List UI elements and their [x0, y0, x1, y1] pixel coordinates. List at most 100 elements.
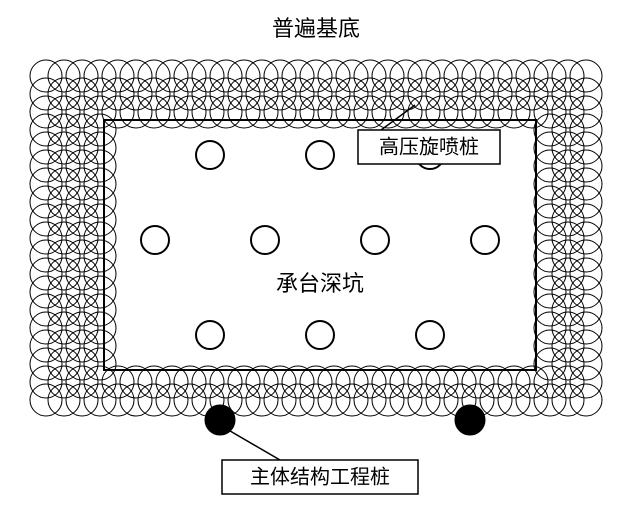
wall-circle — [534, 276, 566, 308]
wall-circle — [426, 384, 458, 416]
wall-circle — [228, 78, 260, 110]
wall-circle — [30, 276, 62, 308]
wall-circle — [156, 60, 188, 92]
wall-circle — [354, 384, 386, 416]
wall-circle — [30, 96, 62, 128]
wall-circle — [336, 60, 368, 92]
wall-circle — [66, 366, 98, 398]
wall-circle — [66, 330, 98, 362]
structural-pile — [196, 321, 224, 349]
wall-circle — [354, 60, 386, 92]
wall-circle — [48, 222, 80, 254]
wall-circle — [570, 330, 602, 362]
wall-circle — [570, 132, 602, 164]
wall-circle — [156, 96, 188, 128]
wall-circle — [30, 240, 62, 272]
wall-circle — [30, 222, 62, 254]
wall-circle — [30, 366, 62, 398]
wall-circle — [84, 348, 116, 380]
wall-circle — [48, 114, 80, 146]
wall-circle — [66, 114, 98, 146]
wall-circle — [48, 186, 80, 218]
wall-circle — [228, 60, 260, 92]
wall-circle — [30, 168, 62, 200]
wall-circle — [84, 276, 116, 308]
wall-circle — [84, 204, 116, 236]
wall-circle — [570, 150, 602, 182]
wall-circle — [372, 384, 404, 416]
wall-circle — [570, 222, 602, 254]
wall-circle — [228, 96, 260, 128]
wall-circle — [66, 384, 98, 416]
wall-circle — [30, 348, 62, 380]
wall-circle — [282, 96, 314, 128]
wall-circle — [552, 294, 584, 326]
wall-circle — [264, 384, 296, 416]
wall-circle — [552, 330, 584, 362]
wall-circle — [66, 150, 98, 182]
wall-circle — [102, 96, 134, 128]
structural-pile — [196, 141, 224, 169]
wall-circle — [534, 330, 566, 362]
structural-pile — [471, 226, 499, 254]
top-title: 普遍基底 — [272, 16, 360, 41]
wall-circle — [138, 96, 170, 128]
wall-circle — [552, 114, 584, 146]
wall-circle — [570, 168, 602, 200]
wall-circle — [372, 96, 404, 128]
wall-circle — [156, 78, 188, 110]
wall-circle — [318, 96, 350, 128]
wall-circle — [30, 186, 62, 218]
wall-circle — [66, 222, 98, 254]
wall-circle — [246, 60, 278, 92]
wall-circle — [498, 384, 530, 416]
wall-circle — [300, 78, 332, 110]
wall-circle — [48, 240, 80, 272]
wall-circle — [534, 312, 566, 344]
wall-circle — [336, 78, 368, 110]
wall-circle — [66, 132, 98, 164]
wall-circle — [570, 366, 602, 398]
wall-circle — [48, 78, 80, 110]
wall-circle — [48, 150, 80, 182]
wall-circle — [552, 96, 584, 128]
wall-circle — [30, 258, 62, 290]
wall-circle — [84, 294, 116, 326]
wall-circle — [570, 348, 602, 380]
main-structural-pile — [455, 405, 485, 435]
wall-circle — [210, 60, 242, 92]
wall-circle — [516, 384, 548, 416]
wall-circle — [570, 240, 602, 272]
wall-circle — [318, 78, 350, 110]
wall-circle — [534, 366, 566, 398]
wall-circle — [84, 114, 116, 146]
wall-circle — [534, 132, 566, 164]
wall-circle — [174, 384, 206, 416]
wall-circle — [372, 78, 404, 110]
wall-circle — [84, 240, 116, 272]
structural-pile — [306, 321, 334, 349]
wall-circle — [48, 258, 80, 290]
wall-circle — [552, 186, 584, 218]
wall-circle — [570, 276, 602, 308]
wall-circle — [372, 60, 404, 92]
wall-circle — [552, 258, 584, 290]
wall-circle — [48, 204, 80, 236]
wall-circle — [570, 60, 602, 92]
wall-circle — [480, 384, 512, 416]
wall-circle — [498, 60, 530, 92]
jet-pile-label: 高压旋喷桩 — [379, 135, 479, 158]
wall-circle — [570, 78, 602, 110]
wall-circle — [570, 258, 602, 290]
wall-circle — [516, 78, 548, 110]
wall-circle — [300, 96, 332, 128]
wall-circle — [228, 384, 260, 416]
wall-circle — [66, 240, 98, 272]
wall-circle — [48, 330, 80, 362]
wall-circle — [516, 60, 548, 92]
wall-circle — [570, 294, 602, 326]
wall-circle — [390, 60, 422, 92]
wall-circle — [156, 384, 188, 416]
main-pile-leader — [225, 428, 280, 460]
wall-circle — [534, 384, 566, 416]
